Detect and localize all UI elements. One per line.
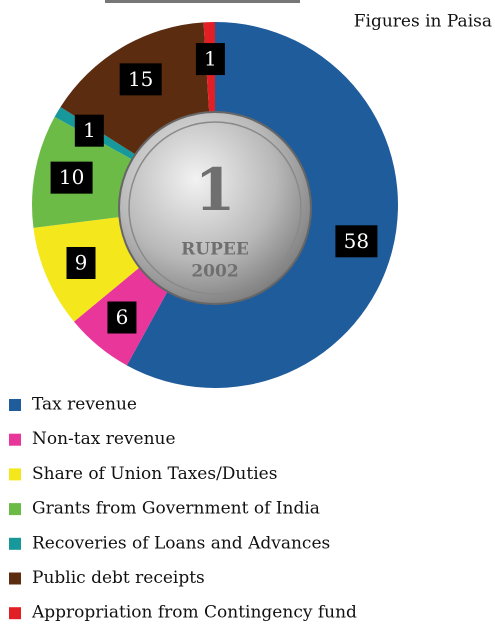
legend-label: Share of Union Taxes/Duties [32, 464, 277, 484]
legend-label: Recoveries of Loans and Advances [32, 533, 330, 553]
legend-swatch [9, 503, 21, 515]
value-label: 1 [83, 118, 96, 142]
legend-label: Non-tax revenue [32, 429, 176, 449]
legend-label: Grants from Government of India [32, 499, 320, 519]
legend-swatch [9, 538, 21, 550]
top-rule [105, 0, 300, 3]
value-label: 9 [75, 250, 88, 274]
legend-label: Public debt receipts [32, 568, 205, 588]
legend-label: Appropriation from Contingency fund [31, 603, 357, 623]
coin: 1 RUPEE 2002 [119, 112, 311, 304]
coin-year: 2002 [191, 262, 238, 282]
value-label: 10 [59, 165, 84, 189]
legend-swatch [9, 607, 21, 619]
legend-swatch [9, 399, 21, 411]
value-label: 1 [204, 47, 217, 71]
value-label: 58 [344, 229, 369, 253]
legend-swatch [9, 468, 21, 480]
legend-swatch [9, 573, 21, 585]
value-label: 6 [116, 305, 129, 329]
subtitle: Figures in Paisa [354, 12, 492, 32]
chart: Figures in Paisa 1 RUPEE 2002 58 6 9 10 1 15 1… [0, 0, 495, 624]
legend: Tax revenue Non-tax revenue Share of Union… [9, 395, 357, 623]
value-label: 15 [128, 67, 153, 91]
coin-denomination: 1 [195, 156, 235, 224]
coin-label: RUPEE [181, 240, 249, 260]
legend-label: Tax revenue [32, 395, 137, 415]
legend-swatch [9, 434, 21, 446]
